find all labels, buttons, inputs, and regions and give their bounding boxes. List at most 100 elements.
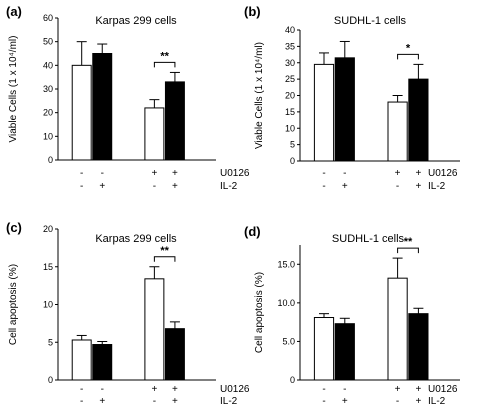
y-tick-label: 30 [43, 84, 53, 94]
y-tick-label: 60 [43, 13, 53, 23]
y-tick-label: 0 [290, 156, 295, 166]
significance-bracket [153, 61, 176, 68]
y-tick-label: 10 [43, 300, 53, 310]
bar [92, 53, 113, 161]
y-axis-label: Viable Cells (1 x 10⁴/ml) [8, 36, 19, 143]
panel-title: Karpas 299 cells [95, 233, 177, 245]
treatment-symbol: + [415, 168, 421, 179]
treatment-symbol: + [172, 396, 178, 407]
y-tick-label: 15 [43, 262, 53, 272]
y-tick-label: 0 [48, 155, 53, 165]
y-axis-label: Cell apoptosis (%) [8, 264, 19, 345]
treatment-symbol: - [80, 396, 83, 407]
panel-title: SUDHL-1 cells [334, 15, 407, 27]
treatment-symbol: - [322, 168, 325, 179]
y-tick-label: 0 [290, 375, 295, 385]
y-tick-label: 15.0 [277, 259, 295, 269]
treatment-label-u0126: U0126 [428, 384, 458, 395]
y-tick-label: 10 [285, 123, 295, 133]
y-tick-label: 50 [43, 37, 53, 47]
treatment-symbol: - [101, 384, 104, 395]
treatment-label-u0126: U0126 [220, 168, 250, 179]
treatment-symbol: + [151, 384, 157, 395]
treatment-symbol: + [342, 181, 348, 192]
bar [92, 344, 113, 381]
bar [408, 313, 429, 381]
bar [387, 101, 408, 162]
significance-bracket [153, 256, 176, 262]
treatment-symbol: + [342, 396, 348, 407]
treatment-symbol: + [415, 384, 421, 395]
significance-label: ** [160, 50, 169, 62]
treatment-symbol: + [395, 384, 401, 395]
treatment-symbol: + [395, 168, 401, 179]
treatment-symbol: + [151, 168, 157, 179]
panel-d: (d) SUDHL-1 cells 0 5.0 10.0 15.0 Cell apoptos… [244, 224, 460, 407]
bar [313, 63, 335, 162]
significance-label: ** [404, 236, 413, 248]
treatment-symbol: + [99, 396, 105, 407]
y-tick-label: 25 [285, 74, 295, 84]
bar [71, 339, 92, 381]
treatment-symbol: - [396, 181, 399, 192]
treatment-symbol: - [153, 396, 156, 407]
bar [144, 278, 165, 381]
y-tick-label: 5 [48, 337, 53, 347]
bar [334, 323, 355, 381]
treatment-symbol: - [396, 396, 399, 407]
panel-title: Karpas 299 cells [95, 15, 177, 27]
treatment-symbol: + [99, 181, 105, 192]
significance-bracket [397, 247, 419, 254]
y-tick-label: 10 [43, 131, 53, 141]
bar [71, 64, 92, 161]
bar [144, 107, 165, 161]
treatment-symbol: - [322, 396, 325, 407]
treatment-symbol: + [415, 396, 421, 407]
treatment-symbol: - [343, 168, 346, 179]
significance-label: ** [160, 245, 169, 257]
y-tick-label: 35 [285, 41, 295, 51]
treatment-symbol: - [343, 384, 346, 395]
treatment-symbol: - [153, 181, 156, 192]
y-tick-label: 0 [48, 375, 53, 385]
treatment-symbol: - [80, 181, 83, 192]
panel-letter: (a) [6, 4, 22, 19]
y-tick-label: 40 [285, 25, 295, 35]
bar [387, 277, 408, 381]
bar [313, 317, 335, 381]
y-tick-label: 5.0 [282, 336, 295, 346]
panel-title: SUDHL-1 cells [332, 233, 405, 245]
y-tick-label: 10.0 [277, 298, 295, 308]
treatment-symbol: - [322, 181, 325, 192]
y-axis-label: Cell apoptosis (%) [254, 272, 265, 353]
y-tick-label: 5 [290, 140, 295, 150]
y-axis-label: Viable Cells (1 x 10⁴/ml) [254, 42, 265, 149]
panel-letter: (b) [244, 4, 261, 19]
significance-label: * [406, 42, 411, 54]
panel-c: (c) Karpas 299 cells 0 5 10 15 20 Cell apoptosi… [6, 220, 250, 407]
treatment-label-u0126: U0126 [428, 168, 458, 179]
y-tick-label: 30 [285, 58, 295, 68]
y-tick-label: 40 [43, 60, 53, 70]
y-tick-label: 15 [285, 107, 295, 117]
treatment-label-il-2: IL-2 [220, 396, 238, 407]
bar [164, 328, 185, 381]
treatment-label-il-2: IL-2 [220, 181, 238, 192]
bar [408, 78, 429, 162]
bar [164, 81, 185, 161]
panel-a: (a) Karpas 299 cells 0 10 20 30 40 50 60 Viable C… [6, 4, 250, 192]
panel-letter: (c) [6, 220, 22, 235]
treatment-label-il-2: IL-2 [428, 181, 446, 192]
bar [334, 57, 355, 162]
treatment-label-il-2: IL-2 [428, 396, 446, 407]
treatment-symbol: + [172, 168, 178, 179]
treatment-label-u0126: U0126 [220, 384, 250, 395]
y-tick-label: 20 [43, 224, 53, 234]
panel-b: (b) SUDHL-1 cells 0 5 10 15 20 25 30 35 40 Viable C… [244, 4, 460, 192]
treatment-symbol: - [322, 384, 325, 395]
y-tick-label: 20 [285, 91, 295, 101]
treatment-symbol: + [172, 384, 178, 395]
panel-letter: (d) [244, 224, 261, 239]
treatment-symbol: - [80, 384, 83, 395]
